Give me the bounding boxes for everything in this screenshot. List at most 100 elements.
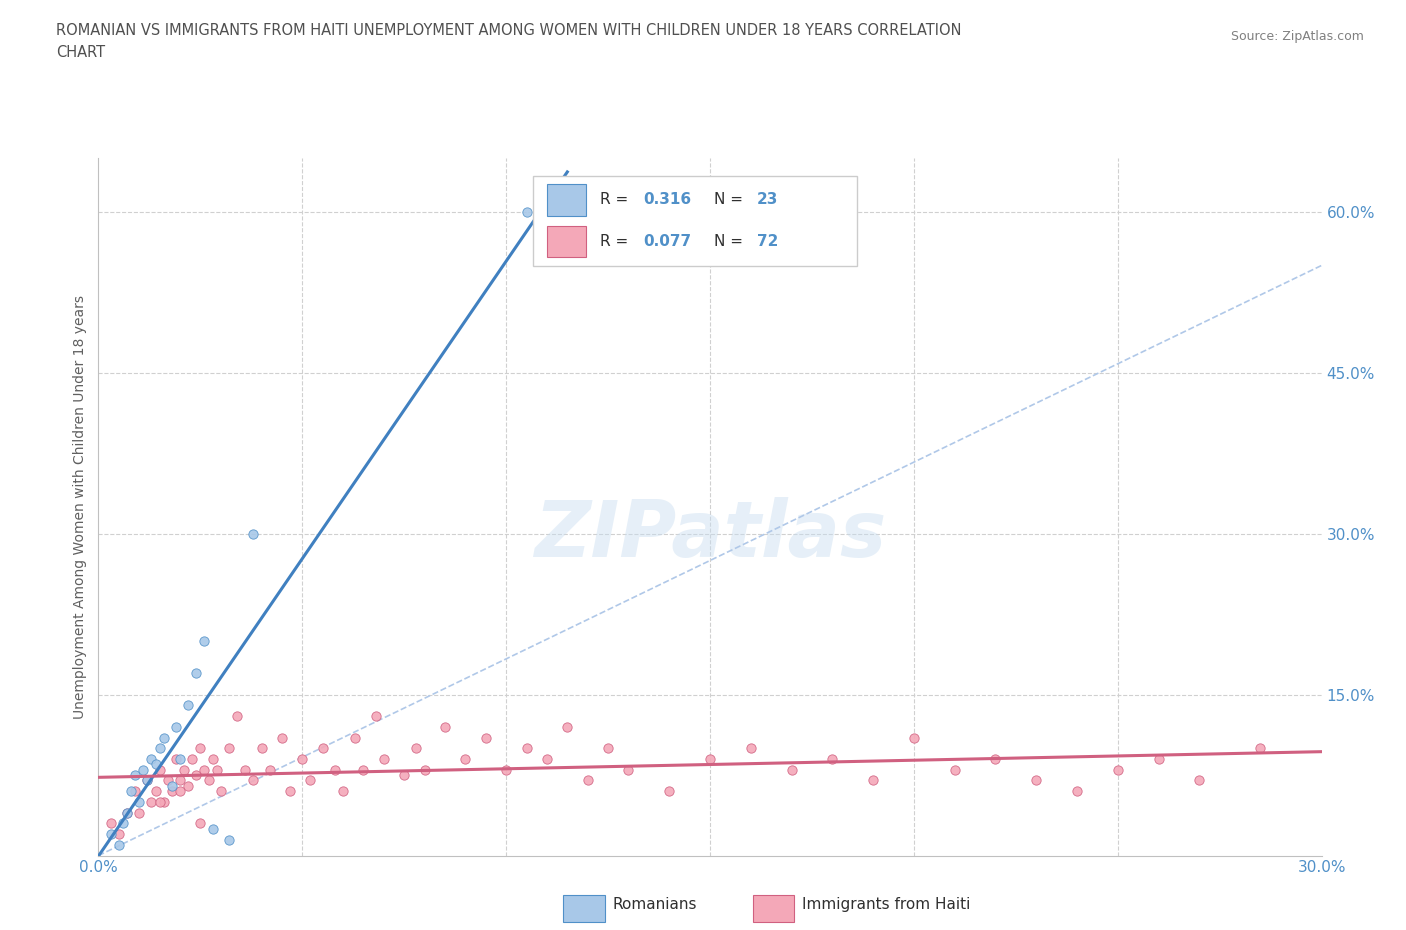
Point — [149, 763, 172, 777]
Point — [115, 805, 138, 820]
Point — [124, 784, 146, 799]
Point — [141, 751, 163, 766]
Text: R =: R = — [600, 234, 633, 249]
Point — [120, 784, 142, 799]
Point — [108, 827, 131, 842]
Point — [173, 763, 195, 777]
Point — [270, 730, 294, 745]
Point — [516, 205, 538, 219]
Point — [434, 720, 457, 735]
Point — [1025, 773, 1047, 788]
Point — [984, 751, 1007, 766]
Point — [128, 805, 150, 820]
Text: R =: R = — [600, 193, 633, 207]
Point — [108, 837, 131, 852]
Point — [299, 773, 322, 788]
Point — [226, 709, 249, 724]
Point — [145, 784, 167, 799]
Point — [201, 821, 224, 836]
FancyBboxPatch shape — [533, 176, 856, 266]
Point — [100, 827, 122, 842]
Point — [352, 763, 374, 777]
Point — [165, 751, 187, 766]
Point — [169, 773, 191, 788]
Point — [177, 778, 200, 793]
Text: N =: N = — [714, 234, 748, 249]
FancyBboxPatch shape — [547, 184, 586, 216]
FancyBboxPatch shape — [752, 896, 794, 922]
Text: 23: 23 — [756, 193, 778, 207]
Point — [156, 773, 179, 788]
Point — [205, 763, 228, 777]
FancyBboxPatch shape — [564, 896, 605, 922]
Point — [250, 741, 273, 756]
Point — [405, 741, 427, 756]
Point — [193, 633, 215, 648]
Point — [152, 794, 174, 809]
Point — [218, 741, 240, 756]
Point — [181, 751, 204, 766]
Point — [344, 730, 367, 745]
Point — [278, 784, 301, 799]
Point — [165, 720, 187, 735]
Point — [186, 666, 208, 681]
Point — [474, 730, 498, 745]
Point — [332, 784, 354, 799]
Text: Immigrants from Haiti: Immigrants from Haiti — [801, 897, 970, 912]
Point — [145, 757, 167, 772]
Point — [617, 763, 640, 777]
Point — [242, 526, 264, 541]
Point — [218, 832, 240, 847]
Point — [111, 816, 134, 830]
Point — [699, 751, 721, 766]
Point — [536, 751, 558, 766]
Point — [233, 763, 256, 777]
Text: 0.077: 0.077 — [643, 234, 690, 249]
Point — [160, 778, 183, 793]
Text: 72: 72 — [756, 234, 778, 249]
Point — [364, 709, 387, 724]
Point — [740, 741, 762, 756]
Point — [598, 741, 620, 756]
Point — [160, 784, 183, 799]
Point — [1107, 763, 1129, 777]
Point — [903, 730, 925, 745]
Point — [201, 751, 224, 766]
Point — [516, 741, 538, 756]
Point — [141, 794, 163, 809]
Point — [576, 773, 599, 788]
Point — [312, 741, 335, 756]
Point — [132, 763, 155, 777]
Text: Source: ZipAtlas.com: Source: ZipAtlas.com — [1230, 30, 1364, 43]
Point — [100, 816, 122, 830]
Point — [209, 784, 232, 799]
Text: ZIPatlas: ZIPatlas — [534, 497, 886, 573]
Text: ROMANIAN VS IMMIGRANTS FROM HAITI UNEMPLOYMENT AMONG WOMEN WITH CHILDREN UNDER 1: ROMANIAN VS IMMIGRANTS FROM HAITI UNEMPL… — [56, 23, 962, 38]
Point — [1188, 773, 1211, 788]
Point — [495, 763, 517, 777]
Point — [188, 741, 212, 756]
Text: Romanians: Romanians — [612, 897, 696, 912]
Point — [136, 773, 159, 788]
Text: N =: N = — [714, 193, 748, 207]
Point — [658, 784, 681, 799]
Point — [124, 767, 146, 782]
Point — [323, 763, 346, 777]
Text: CHART: CHART — [56, 45, 105, 60]
Point — [149, 741, 172, 756]
Point — [1147, 751, 1170, 766]
Point — [169, 751, 191, 766]
FancyBboxPatch shape — [547, 226, 586, 258]
Point — [149, 794, 172, 809]
Point — [1249, 741, 1271, 756]
Point — [128, 794, 150, 809]
Point — [943, 763, 966, 777]
Point — [242, 773, 264, 788]
Point — [392, 767, 416, 782]
Point — [197, 773, 219, 788]
Point — [152, 730, 174, 745]
Point — [1066, 784, 1088, 799]
Point — [413, 763, 436, 777]
Point — [186, 767, 208, 782]
Point — [821, 751, 844, 766]
